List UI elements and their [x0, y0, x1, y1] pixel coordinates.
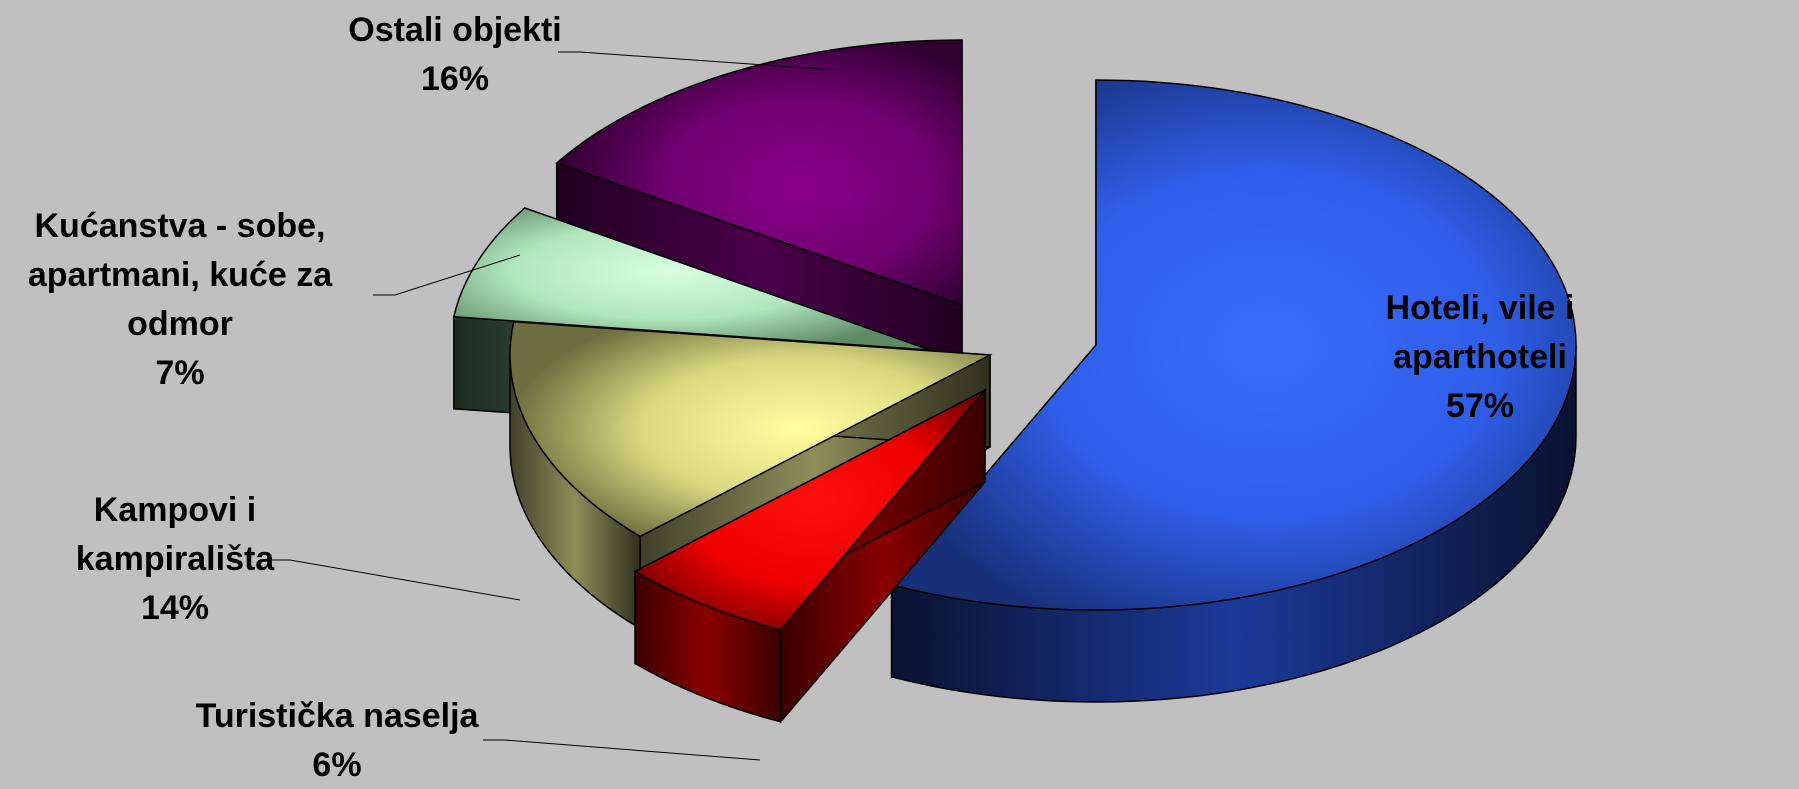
pie-slice-top	[452, 207, 931, 351]
pie-slice-top	[555, 39, 963, 307]
slice-percent-label: 16%	[421, 60, 489, 98]
slice-name-label: odmor	[127, 305, 233, 343]
slice-name-label: kampirališta	[76, 540, 276, 578]
leader-line-2	[268, 559, 521, 601]
slice-percent-label: 57%	[1446, 387, 1514, 425]
slice-percent-label: 14%	[141, 589, 209, 627]
slice-name-label: Kućanstva - sobe,	[35, 207, 326, 245]
slice-name-label: Turistička naselja	[196, 697, 480, 735]
slice-name-label: Kampovi i	[94, 491, 256, 529]
pie-slice-top	[633, 389, 986, 631]
leader-line-3	[373, 254, 521, 296]
slice-percent-label: 7%	[155, 354, 204, 392]
slice-name-label: Hoteli, vile i	[1386, 289, 1575, 327]
pie-slice-top	[509, 321, 993, 538]
pie-slice-0	[890, 79, 1577, 703]
leader-line-1	[483, 739, 761, 761]
slice-percent-label: 6%	[312, 746, 361, 784]
pie-slice-1	[633, 387, 986, 724]
leader-line-4	[558, 51, 836, 71]
slice-name-label: Ostali objekti	[348, 11, 562, 49]
slice-name-label: apartmani, kuće za	[28, 256, 333, 294]
slice-name-label: aparthoteli	[1393, 338, 1567, 376]
pie-slice-top	[890, 79, 1577, 611]
